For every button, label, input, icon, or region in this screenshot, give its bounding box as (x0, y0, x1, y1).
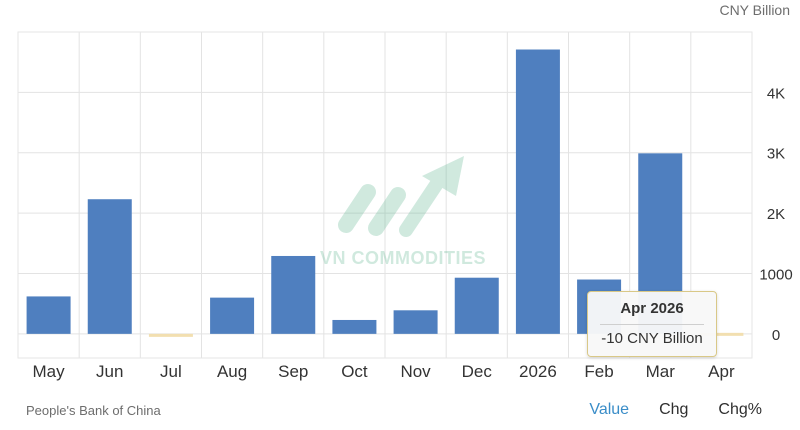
x-tick-label: Jul (160, 362, 182, 381)
watermark-logo-icon (338, 156, 464, 237)
tooltip: Apr 2026 -10 CNY Billion (587, 291, 717, 357)
tooltip-divider (600, 324, 704, 325)
x-tick-label: Apr (708, 362, 735, 381)
y-tick-label: 0 (772, 327, 780, 344)
tooltip-title: Apr 2026 (620, 300, 684, 317)
x-tick-label: Aug (217, 362, 247, 381)
x-tick-label: Oct (341, 362, 368, 381)
x-tick-label: Nov (400, 362, 431, 381)
x-tick-label: Jun (96, 362, 123, 381)
bar-may (26, 296, 71, 334)
bar-jul (148, 333, 193, 337)
tab-value[interactable]: Value (589, 401, 630, 418)
x-tick-label: Mar (646, 362, 676, 381)
bar-aug (210, 297, 255, 334)
x-tick-label: 2026 (519, 362, 557, 381)
x-tick-label: Sep (278, 362, 308, 381)
tooltip-value: -10 CNY Billion (601, 330, 703, 347)
source-label: People's Bank of China (26, 403, 161, 418)
watermark-text: VN COMMODITIES (319, 248, 486, 268)
x-tick-label: Dec (462, 362, 493, 381)
bar-apr (699, 332, 744, 336)
y-tick-label: 1000 (759, 266, 792, 283)
y-tick-label: 4K (767, 85, 785, 102)
x-tick-label: Feb (584, 362, 613, 381)
tab-chg-percent[interactable]: Chg% (718, 401, 762, 418)
view-tabs: Value Chg Chg% (559, 401, 762, 419)
unit-label: CNY Billion (719, 2, 790, 18)
y-tick-label: 2K (767, 206, 785, 223)
tab-chg[interactable]: Chg (659, 401, 689, 418)
bar-dec (454, 277, 499, 334)
watermark: VN COMMODITIES (318, 150, 488, 275)
bar-sep (271, 255, 316, 334)
bar-jun (87, 199, 132, 334)
x-tick-label: May (33, 362, 66, 381)
bar-nov (393, 310, 438, 334)
bar-oct (332, 319, 377, 334)
plot-border (17, 31, 753, 359)
bar-2026 (515, 49, 560, 334)
y-tick-label: 3K (767, 146, 785, 163)
